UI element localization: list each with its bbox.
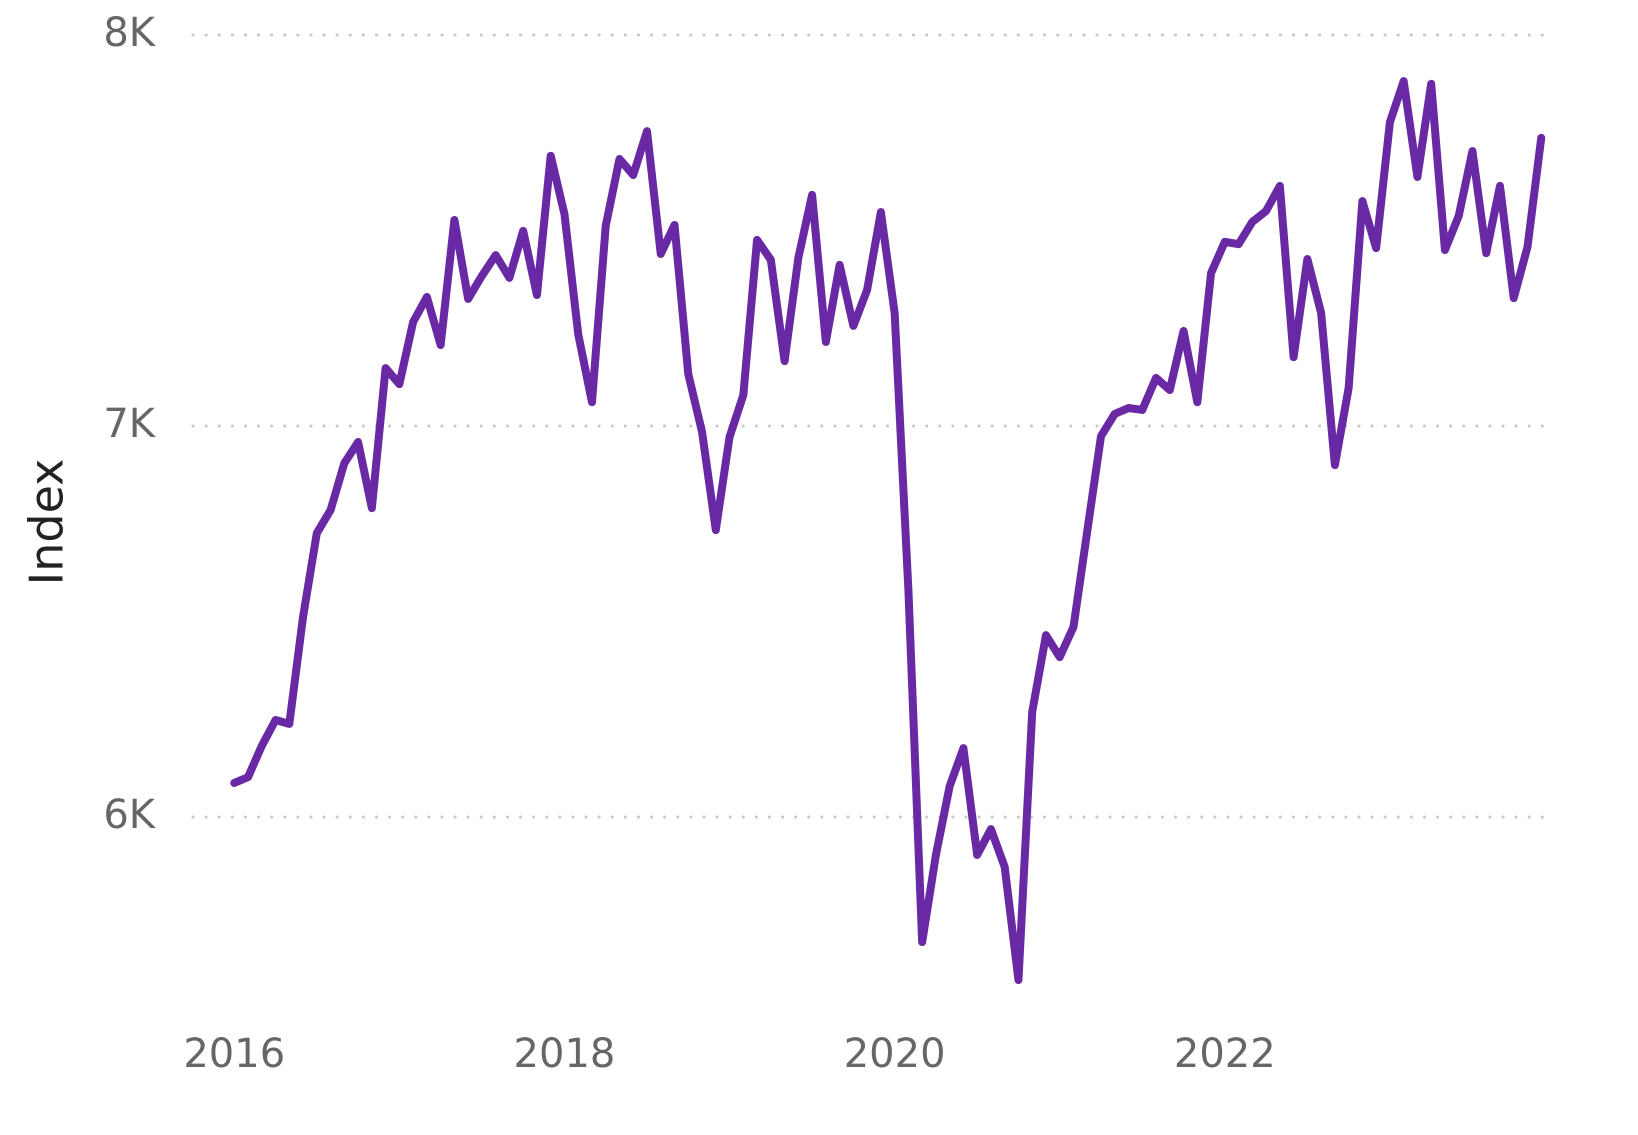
y-axis-label: Index: [20, 459, 74, 586]
y-tick-label: 6K: [103, 792, 156, 838]
x-tick-label: 2022: [1174, 1031, 1276, 1077]
data-line: [230, 77, 1546, 985]
x-tick-label: 2016: [183, 1031, 285, 1077]
y-tick-label: 7K: [103, 401, 156, 447]
x-tick-label: 2020: [844, 1031, 946, 1077]
x-tick-label: 2018: [514, 1031, 616, 1077]
y-tick-label: 8K: [103, 10, 156, 56]
